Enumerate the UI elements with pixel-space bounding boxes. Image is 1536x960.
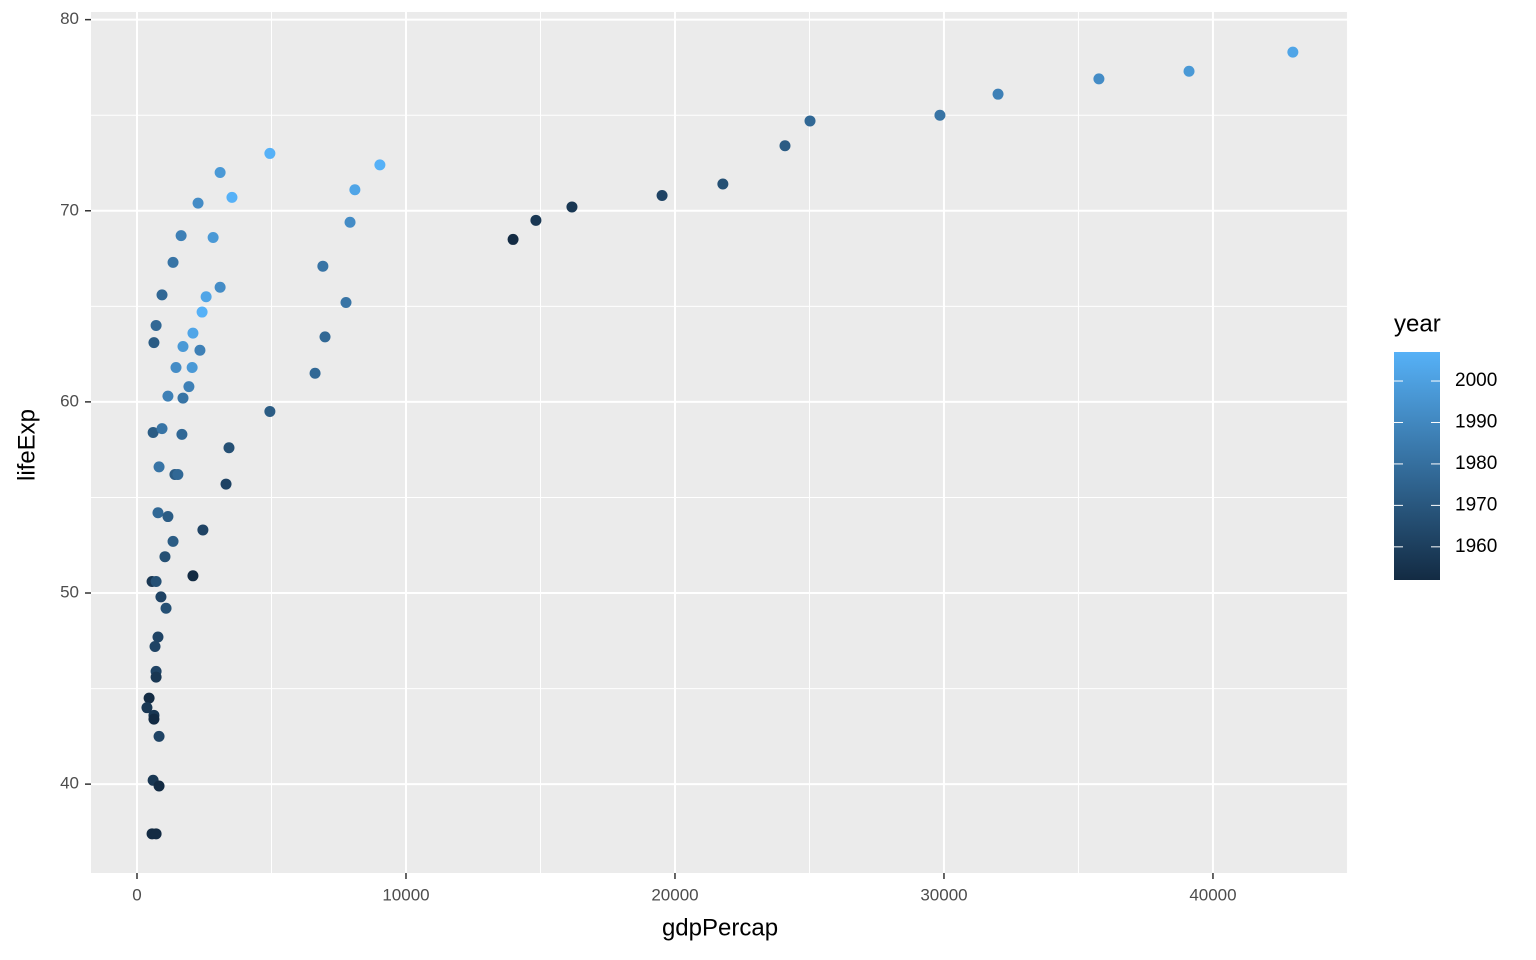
point [162,390,174,402]
point [150,319,162,331]
point [167,535,179,547]
y-tick-label: 40 [60,774,79,793]
colorbar [1394,352,1440,580]
colorbar-label: 1960 [1455,536,1497,557]
point [194,344,206,356]
point [223,442,235,454]
point [187,327,199,339]
point [172,469,184,481]
point [196,306,208,318]
point [160,602,172,614]
point [167,256,179,268]
point [344,216,356,228]
x-tick-label: 30000 [920,885,967,904]
point [200,291,212,303]
x-tick-label: 0 [132,885,141,904]
point [319,331,331,343]
colorbar-label: 1990 [1455,411,1497,432]
point [374,159,386,171]
y-tick-label: 80 [60,9,79,28]
grid [91,12,1348,873]
point [162,511,174,523]
point [150,828,162,840]
point [153,730,165,742]
point [779,140,791,152]
point [141,702,153,714]
panel [91,12,1348,873]
point [264,147,276,159]
point [1287,46,1299,58]
point [804,115,816,127]
point [153,780,165,792]
point [656,189,668,201]
point [176,428,188,440]
point [148,337,160,349]
point [159,551,171,563]
point [156,289,168,301]
point [192,197,204,209]
point [507,233,519,245]
point [214,281,226,293]
point [177,340,189,352]
point [170,361,182,373]
point [264,405,276,417]
colorbar-label: 1970 [1455,494,1497,515]
point [147,426,159,438]
point [152,507,164,519]
point [175,230,187,242]
x-tick-label: 20000 [651,885,698,904]
colorbar-label: 2000 [1455,370,1497,391]
point [992,88,1004,100]
point [317,260,329,272]
point [187,570,199,582]
y-tick-label: 60 [60,391,79,410]
point [717,178,729,190]
point [153,461,165,473]
point [149,641,161,653]
point [214,167,226,179]
point [934,109,946,121]
point [152,631,164,643]
point [177,392,189,404]
point [150,671,162,683]
y-axis-title: lifeExp [13,409,40,481]
x-tick-label: 40000 [1189,885,1236,904]
point [186,361,198,373]
point [148,713,160,725]
point [155,591,167,603]
point [530,214,542,226]
colorbar-label: 1980 [1455,453,1497,474]
x-tick-label: 10000 [382,885,429,904]
point [309,367,321,379]
point [197,524,209,536]
point [220,478,232,490]
legend-title: year [1394,310,1441,337]
point [143,692,155,704]
y-tick-label: 70 [60,200,79,219]
points [141,46,1299,840]
point [207,232,219,244]
point [349,184,361,196]
point [566,201,578,213]
point [183,381,195,393]
point [1093,73,1105,85]
point [150,576,162,588]
y-tick-label: 50 [60,582,79,601]
x-axis-title: gdpPercap [662,914,778,941]
point [1183,65,1195,77]
point [156,423,168,435]
point [340,297,352,309]
point [226,191,238,203]
